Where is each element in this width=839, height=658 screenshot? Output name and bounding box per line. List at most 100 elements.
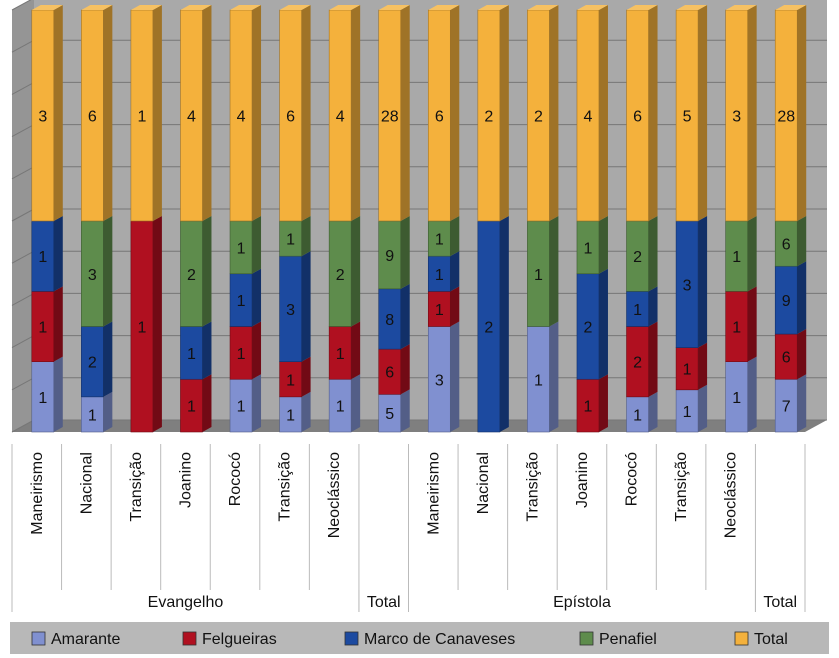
bar-side (598, 5, 608, 221)
bar-segment (774, 329, 807, 380)
gridline (11, 0, 32, 11)
data-label: 1 (732, 320, 741, 337)
data-label: 1 (38, 390, 47, 407)
data-label: 1 (38, 249, 47, 266)
bar-segment (774, 5, 807, 222)
bar-top (230, 5, 262, 10)
legend-box (10, 622, 829, 654)
data-label: 4 (187, 109, 196, 126)
data-label: 9 (782, 293, 791, 310)
bar-segment (626, 391, 658, 433)
data-label: 5 (683, 109, 692, 126)
bar-segment (725, 216, 757, 292)
data-label: 2 (584, 320, 593, 337)
bar-side (549, 5, 559, 221)
bar-side (301, 251, 311, 362)
bar-top (428, 5, 460, 10)
bar-top (676, 5, 708, 10)
bar-side (450, 321, 460, 432)
data-label: 1 (187, 399, 196, 416)
floor (12, 420, 827, 432)
data-label: 7 (782, 399, 791, 416)
data-label: 1 (534, 372, 543, 389)
gridline (11, 250, 35, 264)
legend-label: Penafiel (599, 631, 657, 648)
bar-side (797, 5, 807, 221)
category-label: Transição (673, 452, 690, 522)
data-label: 6 (88, 109, 97, 126)
data-label: 1 (237, 346, 246, 363)
bar-segment (675, 216, 708, 348)
data-label: 3 (286, 302, 295, 319)
bar-segment (725, 356, 757, 433)
bar-segment (626, 216, 658, 292)
legend-swatch (344, 631, 359, 646)
bar-top (31, 5, 63, 10)
data-label: 1 (237, 293, 246, 310)
category-label: Joanino (574, 452, 591, 508)
bar-side (301, 5, 311, 221)
bar-segment (229, 268, 262, 327)
gridline (11, 208, 35, 222)
legend-label: Amarante (51, 631, 120, 648)
category-label: Transição (277, 452, 294, 522)
bar-segment (279, 251, 311, 362)
gridline (11, 292, 35, 306)
bar-segment (725, 5, 757, 222)
bar-segment (81, 5, 113, 222)
bar-side (252, 5, 262, 221)
bar-segment (527, 5, 559, 222)
bar-segment (81, 216, 113, 327)
data-label: 5 (385, 406, 394, 423)
bar-top (279, 5, 311, 10)
bar-segment (279, 5, 311, 222)
bar-side (53, 5, 63, 221)
legend-label: Felgueiras (202, 631, 277, 648)
data-label: 1 (584, 240, 593, 257)
bar-segment (130, 216, 162, 433)
bar-segment (427, 321, 460, 433)
data-label: 1 (633, 407, 642, 424)
bar-segment (576, 5, 608, 222)
gridline (11, 166, 35, 180)
bar-side (747, 216, 757, 292)
bar-side (400, 389, 410, 432)
data-label: 2 (484, 320, 493, 337)
bar-side (53, 216, 63, 292)
data-label: 6 (435, 109, 444, 126)
bar-segment (378, 389, 410, 433)
bar-side (103, 5, 113, 221)
bar-side (400, 344, 410, 395)
bar-segment (675, 342, 708, 391)
category-label: Nacional (78, 452, 95, 514)
bar-top (180, 5, 212, 10)
bar-segment (279, 391, 311, 433)
category-label: Joanino (177, 452, 194, 508)
legend-swatch (734, 631, 749, 646)
data-label: 8 (385, 312, 394, 329)
bar-side (400, 5, 410, 221)
bar-side (103, 391, 113, 432)
data-label: 1 (237, 399, 246, 416)
data-label: 6 (286, 109, 295, 126)
gridline (11, 335, 35, 349)
bar-segment (229, 216, 262, 275)
category-label: Transição (128, 452, 145, 522)
bar-segment (675, 384, 708, 433)
data-label: 1 (584, 399, 593, 416)
gridline (11, 419, 35, 433)
bar-top (626, 5, 658, 10)
bar-segment (31, 216, 63, 292)
bar-side (202, 216, 212, 327)
bar-side (301, 356, 311, 397)
category-axis: Maneirismo Nacional Transição Joanino Rococó… (11, 444, 806, 612)
bar-segment (229, 5, 262, 222)
data-label: 1 (286, 232, 295, 249)
bar-side (202, 321, 212, 380)
category-label: Maneirismo (425, 452, 442, 535)
bar-segment (378, 216, 410, 290)
data-label: 2 (484, 109, 493, 126)
bar-side (698, 342, 708, 390)
bar-side (450, 251, 460, 292)
data-label: 1 (732, 249, 741, 266)
